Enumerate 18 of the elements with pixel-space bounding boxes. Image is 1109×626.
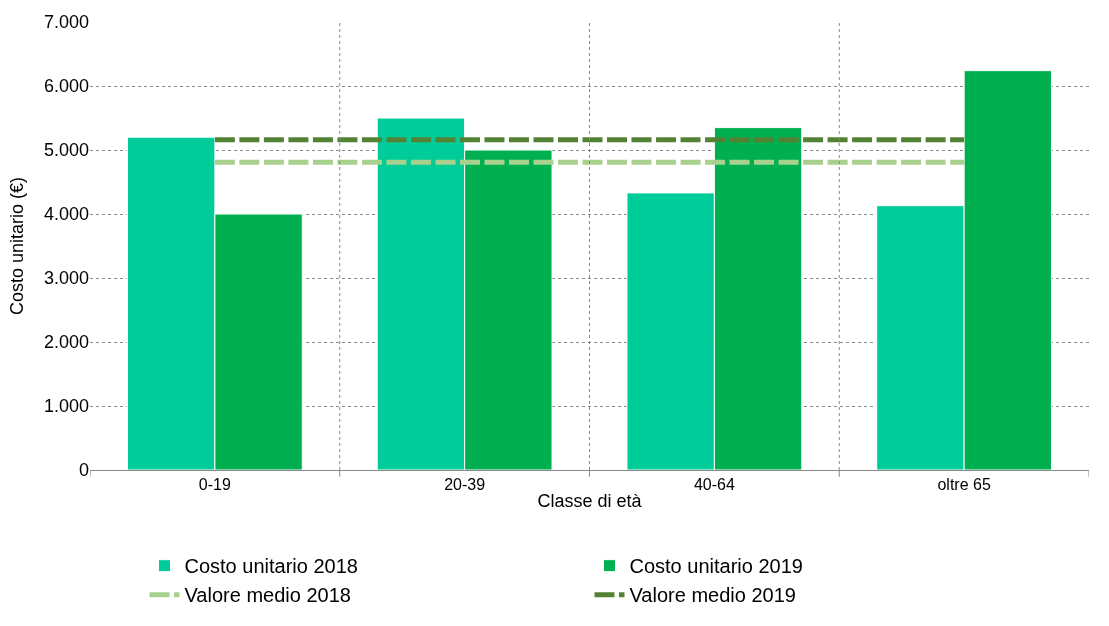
y-tick-label: 1.000 [43,396,89,417]
y-axis-title: Costo unitario (€) [7,176,28,316]
legend-label: Costo unitario 2018 [184,555,358,578]
x-tick-label: oltre 65 [937,476,991,494]
y-tick-label: 4.000 [43,204,89,225]
x-tick-label: 20-39 [444,476,486,494]
legend-label: Costo unitario 2019 [629,555,803,578]
y-tick-label: 0 [78,460,89,481]
x-tick-label: 0-19 [198,476,231,494]
x-axis-title: Classe di età [537,491,643,512]
y-tick-label: 7.000 [43,12,89,33]
y-tick-label: 2.000 [43,332,89,353]
y-tick-label: 6.000 [43,76,89,97]
legend-label: Valore medio 2018 [184,584,351,607]
y-tick-label: 5.000 [43,140,89,161]
y-tick-label: 3.000 [43,268,89,289]
legend-label: Valore medio 2019 [629,584,796,607]
x-tick-label: 40-64 [693,476,735,494]
